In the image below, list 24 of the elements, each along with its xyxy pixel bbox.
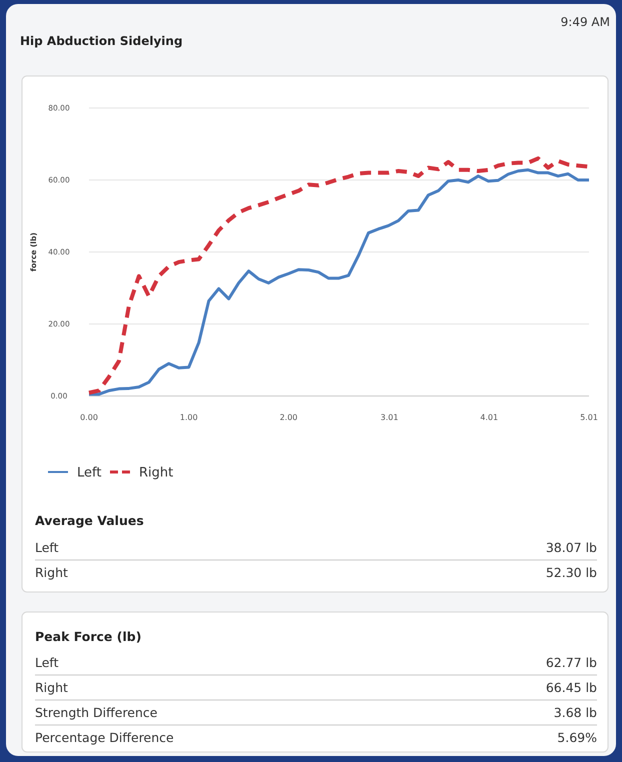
text: 52.30 lb — [546, 565, 598, 580]
text: Peak Force (lb) — [35, 629, 142, 644]
text: Percentage Difference — [35, 730, 174, 745]
text: Left — [35, 540, 59, 555]
chart-title: Hip Abduction Sidelying — [20, 34, 183, 48]
x-tick-label: 1.00 — [180, 413, 198, 422]
text: 3.68 lb — [554, 705, 598, 720]
x-tick-label: 5.01 — [580, 413, 598, 422]
text: 9:49 AM — [560, 15, 610, 29]
legend-label: Right — [139, 466, 174, 481]
x-tick-label: 3.01 — [380, 413, 398, 422]
text: 62.77 lb — [546, 655, 598, 670]
x-tick-label: 4.01 — [480, 413, 498, 422]
legend-label: Left — [77, 466, 102, 481]
text: Left — [35, 655, 59, 670]
x-tick-label: 0.00 — [80, 413, 98, 422]
x-tick-label: 2.00 — [280, 413, 298, 422]
text: Right — [35, 680, 68, 695]
text: Strength Difference — [35, 705, 158, 720]
text: 38.07 lb — [546, 540, 598, 555]
text: Average Values — [35, 513, 144, 528]
text: 5.69% — [557, 730, 598, 745]
text: 66.45 lb — [546, 680, 598, 695]
text: Right — [35, 565, 68, 580]
